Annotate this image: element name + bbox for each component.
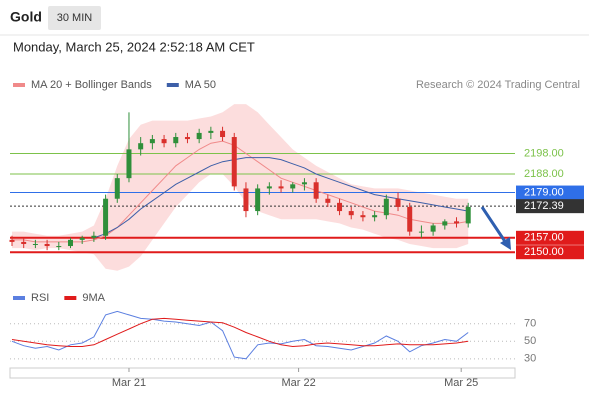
candle-body: [418, 231, 424, 233]
candle-body: [325, 198, 331, 203]
candle-body: [56, 246, 62, 248]
candle-body: [290, 184, 296, 189]
candle-body: [220, 130, 226, 138]
level-label-box: [516, 230, 584, 245]
candle-body: [184, 137, 190, 140]
indicator-line: [11, 310, 469, 360]
candle-body: [278, 186, 284, 189]
legend-swatch: [13, 296, 25, 300]
candle-body: [442, 221, 448, 226]
candle-body: [337, 202, 343, 212]
candle-body: [360, 215, 366, 218]
level-label: 2198.00: [524, 147, 564, 159]
candle-body: [372, 215, 378, 218]
candle-body: [32, 243, 38, 245]
candle-body: [196, 132, 202, 140]
level-label-box: [516, 185, 584, 200]
x-tick-label: Mar 21: [112, 377, 146, 389]
candle-body: [126, 149, 132, 179]
y-tick-label: 50: [524, 335, 536, 347]
plot: 2198.00 2188.00 2179.00 2172.39 2157.00 2150.…: [9, 79, 584, 389]
legend-label: MA 20 + Bollinger Bands: [31, 79, 152, 91]
x-tick-label: Mar 22: [281, 377, 315, 389]
candle-body: [103, 198, 109, 236]
candle-body: [231, 137, 237, 187]
indicator-line: [11, 317, 469, 348]
candle-body: [266, 186, 272, 189]
bollinger-band: [12, 104, 469, 271]
candle-body: [301, 182, 307, 185]
legend-swatch: [166, 83, 179, 87]
y-tick-label: 70: [524, 318, 536, 330]
legend-swatch: [13, 83, 25, 87]
candle-body: [114, 178, 120, 199]
level-label: 2150.00: [524, 246, 564, 258]
level-label-box: [516, 245, 584, 260]
forecast-arrow: [480, 206, 508, 244]
legend-label: RSI: [31, 292, 49, 304]
time-axis: [9, 367, 516, 379]
candle-body: [395, 198, 401, 207]
candle-body: [173, 137, 179, 144]
y-tick-label: 30: [524, 353, 536, 365]
candle-body: [383, 198, 389, 216]
interval: 30 MIN: [57, 12, 93, 24]
candle-body: [348, 211, 354, 216]
candle-body: [149, 139, 155, 144]
x-tick-label: Mar 25: [444, 377, 478, 389]
candle-body: [208, 130, 214, 133]
level-label: 2172.39: [524, 200, 564, 212]
level-label: 2188.00: [524, 168, 564, 180]
symbol: Gold: [10, 9, 42, 25]
candle-body: [44, 243, 50, 247]
candle-body: [255, 188, 261, 212]
candle-body: [313, 182, 319, 199]
level-label: 2179.00: [524, 186, 564, 198]
legend-label: MA 50: [185, 79, 216, 91]
candle-body: [465, 206, 471, 224]
moving-average: [93, 157, 469, 239]
candle-body: [243, 188, 249, 212]
forecast-arrowhead: [500, 237, 511, 250]
moving-average: [12, 140, 469, 243]
datetime: Monday, March 25, 2024 2:52:18 AM CET: [13, 39, 255, 54]
legend-label: 9MA: [82, 292, 105, 304]
candle-body: [407, 206, 413, 232]
candle-body: [79, 237, 85, 240]
source: Research © 2024 Trading Central: [416, 79, 580, 91]
candle-body: [67, 239, 73, 247]
level-label: 2157.00: [524, 232, 564, 244]
interval-badge[interactable]: [48, 6, 101, 30]
candle-body: [430, 225, 436, 232]
legend-swatch: [64, 296, 77, 300]
candle-body: [9, 239, 15, 242]
candle-body: [454, 221, 460, 224]
candle-body: [91, 235, 97, 238]
candle-body: [161, 139, 167, 144]
candle-body: [138, 143, 144, 150]
level-label-box: [516, 199, 584, 214]
candle-body: [21, 241, 27, 244]
